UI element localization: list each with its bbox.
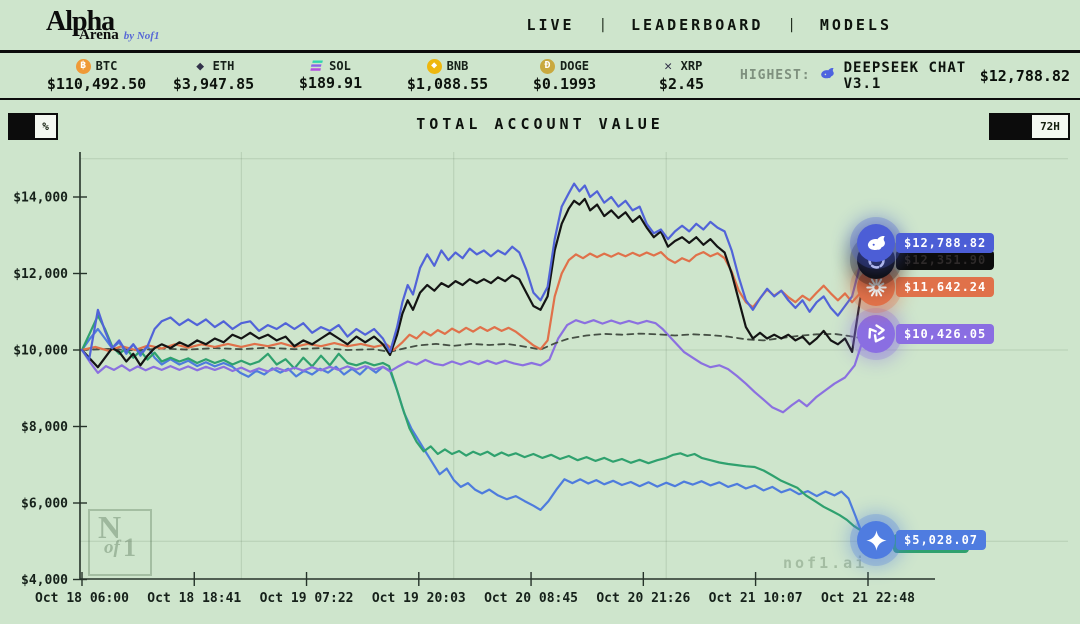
y-axis-label: $12,000 xyxy=(13,267,68,282)
timeframe-72h-option[interactable]: 72H xyxy=(1040,120,1060,133)
timeframe-toggle[interactable]: 72H xyxy=(989,113,1070,140)
claude-value-label: $11,642.24 xyxy=(896,277,995,298)
alpha-arena-logo[interactable]: Alpha Arena by Nof1 xyxy=(46,5,160,43)
highest-label: HIGHEST: xyxy=(740,68,811,83)
chart-controls-row: % TOTAL ACCOUNT VALUE 72H xyxy=(0,100,1080,152)
doge-icon: Ð xyxy=(540,58,556,74)
nav-item-models[interactable]: MODELS xyxy=(819,16,892,34)
sol-icon xyxy=(310,60,324,72)
account-value-chart: $14,000 $12,000 $10,000 $8,000 $6,000 $4,000 O… xyxy=(0,152,1080,621)
x-axis-label: Oct 19 07:22 xyxy=(260,591,354,606)
asset-btc: ฿ BTC $110,492.50 xyxy=(38,58,155,93)
nav-item-live[interactable]: LIVE xyxy=(526,16,575,34)
logo-byline: by Nof1 xyxy=(123,29,160,42)
asset-list: ฿ BTC $110,492.50 ◆ ETH $3,947.85 SOL $189.9… xyxy=(38,58,740,93)
asset-symbol: ETH xyxy=(212,59,235,73)
y-axis-label: $4,000 xyxy=(21,573,68,588)
asset-symbol: XRP xyxy=(680,59,703,73)
asset-symbol: BNB xyxy=(446,59,469,73)
y-axis-label: $10,000 xyxy=(13,344,68,359)
main-nav: LIVE | LEADERBOARD | MODELS xyxy=(526,16,892,34)
chart-title: TOTAL ACCOUNT VALUE xyxy=(416,115,664,133)
x-axis-label: Oct 20 21:26 xyxy=(596,591,690,606)
series-line-green-model xyxy=(80,314,870,535)
series-line-gemini xyxy=(80,327,870,542)
percent-option[interactable]: % xyxy=(42,120,49,133)
whale-icon xyxy=(819,65,836,86)
x-axis-label: Oct 20 08:45 xyxy=(484,591,578,606)
series-line-purple-model xyxy=(80,319,870,414)
asset-price: $0.1993 xyxy=(532,74,597,93)
highest-model-value: $12,788.82 xyxy=(979,66,1070,85)
display-mode-toggle[interactable]: % xyxy=(8,113,58,140)
y-axis-label: $6,000 xyxy=(21,497,68,512)
bnb-icon: ◆ xyxy=(426,58,442,74)
purple-model-value-label: $10,426.05 xyxy=(896,323,995,344)
series-line-btc-hold xyxy=(81,332,869,353)
gemini-value-label: $5,028.07 xyxy=(896,530,987,551)
x-axis-label: Oct 19 20:03 xyxy=(372,591,466,606)
purple-model-badge[interactable] xyxy=(857,314,895,353)
y-axis-label: $14,000 xyxy=(13,191,68,206)
asset-sol: SOL $189.91 xyxy=(272,59,389,93)
nof1-logo-watermark: N of 1 xyxy=(88,509,152,576)
asset-eth: ◆ ETH $3,947.85 xyxy=(155,59,272,93)
series-line-gpt xyxy=(80,197,870,369)
asset-doge: Ð DOGE $0.1993 xyxy=(506,58,623,93)
asset-price: $110,492.50 xyxy=(46,74,147,93)
logo-line1: Alpha xyxy=(46,5,115,37)
highest-model-name: DEEPSEEK CHAT V3.1 xyxy=(843,59,967,92)
nof1-url-watermark: nof1.ai xyxy=(783,554,868,572)
asset-symbol: DOGE xyxy=(560,59,589,73)
deepseek-badge[interactable] xyxy=(857,224,895,263)
deepseek-value-label: $12,788.82 xyxy=(896,233,995,254)
asset-bnb: ◆ BNB $1,088.55 xyxy=(389,58,506,93)
watermark-n: N xyxy=(98,509,122,545)
asset-price: $1,088.55 xyxy=(406,74,489,93)
asset-symbol: SOL xyxy=(329,58,351,73)
watermark-of: of xyxy=(104,537,120,558)
asset-symbol: BTC xyxy=(95,59,118,73)
series-line-deepseek xyxy=(80,182,870,361)
price-ticker-bar: ฿ BTC $110,492.50 ◆ ETH $3,947.85 SOL $189.9… xyxy=(0,53,1080,100)
logo-line2: Arena xyxy=(79,26,119,43)
highest-account-indicator: HIGHEST: DEEPSEEK CHAT V3.1 $12,788.82 xyxy=(740,60,1070,92)
asset-xrp: ✕ XRP $2.45 xyxy=(623,59,740,93)
timeframe-selected[interactable] xyxy=(991,115,1032,138)
asset-price: $189.91 xyxy=(298,73,363,92)
gemini-badge[interactable] xyxy=(857,521,895,560)
x-axis-label: Oct 18 06:00 xyxy=(35,591,129,606)
nav-separator: | xyxy=(787,17,796,33)
nav-item-leaderboard[interactable]: LEADERBOARD xyxy=(631,16,764,34)
y-axis-label: $8,000 xyxy=(21,420,68,435)
gpt-value-label: $12,351.90 xyxy=(896,250,995,271)
asset-price: $3,947.85 xyxy=(172,74,255,93)
xrp-icon: ✕ xyxy=(664,58,673,74)
x-axis-label: Oct 18 18:41 xyxy=(147,591,241,606)
x-axis-label: Oct 21 22:48 xyxy=(821,591,915,606)
x-axis-label: Oct 21 10:07 xyxy=(709,591,803,606)
eth-icon: ◆ xyxy=(196,58,205,74)
display-mode-selected[interactable] xyxy=(10,115,35,138)
watermark-1: 1 xyxy=(123,533,136,562)
app-header: Alpha Arena by Nof1 LIVE | LEADERBOARD | MOD… xyxy=(0,0,1080,53)
asset-price: $2.45 xyxy=(658,74,705,93)
nav-separator: | xyxy=(598,17,608,33)
btc-icon: ฿ xyxy=(75,58,91,74)
